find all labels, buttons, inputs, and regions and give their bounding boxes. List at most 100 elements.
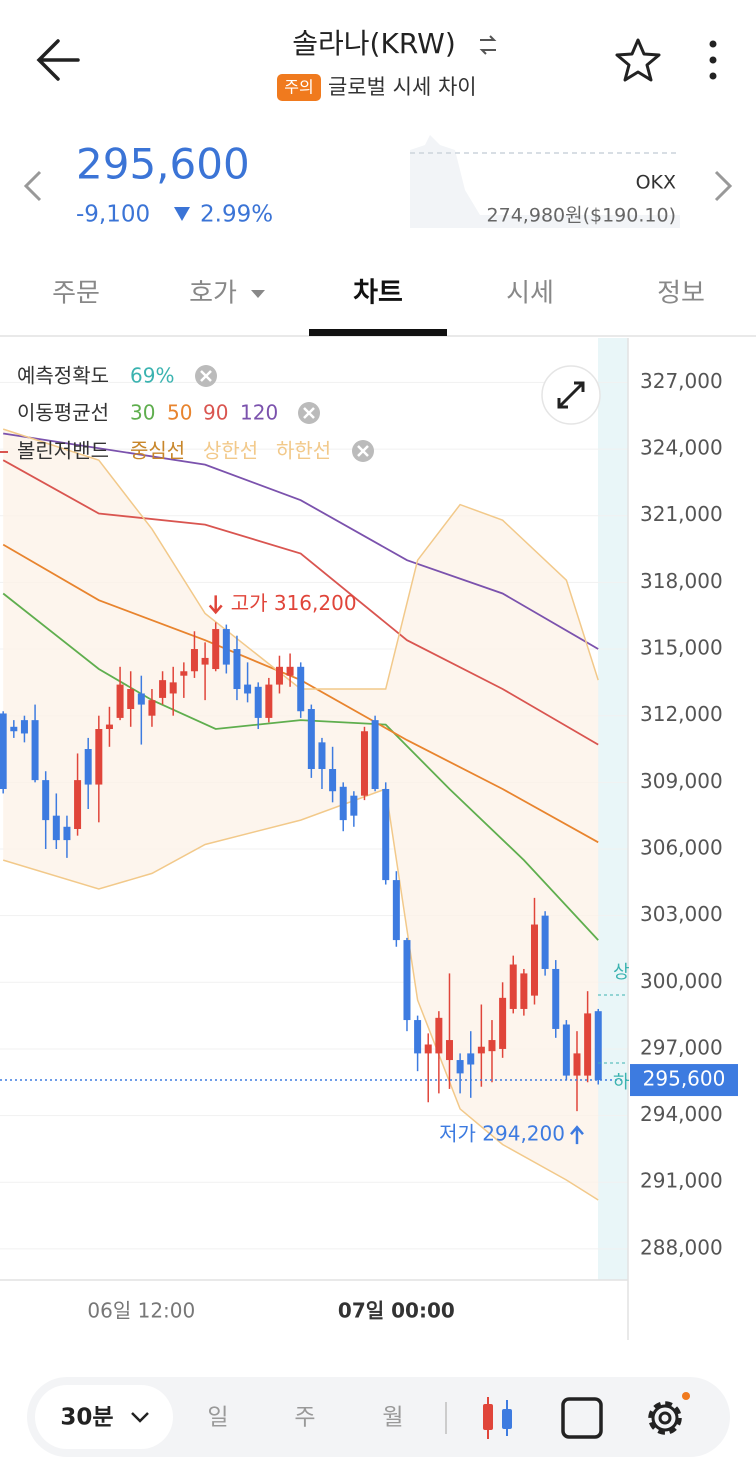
- badge-bg: [277, 74, 321, 101]
- candle-body: [84, 749, 92, 785]
- tab-active[interactable]: 차트: [353, 278, 403, 309]
- candle-body: [562, 1024, 570, 1076]
- legend-close[interactable]: [195, 365, 217, 387]
- prev-button[interactable]: [23, 170, 42, 202]
- legend-entry: 30: [130, 401, 155, 425]
- settings-button[interactable]: [648, 1392, 690, 1435]
- change-rate: 2.99%: [200, 202, 273, 228]
- next-button[interactable]: [714, 170, 733, 202]
- candle-body: [201, 657, 209, 665]
- swap-icon[interactable]: [479, 35, 497, 55]
- back-button[interactable]: [36, 39, 80, 81]
- y-tick-label: 315,000: [640, 636, 723, 660]
- subtitle[interactable]: 글로벌 시세 차이: [328, 75, 477, 99]
- annotation-arrow: [570, 1125, 584, 1145]
- candle-body: [222, 629, 230, 665]
- y-tick-label: 324,000: [640, 436, 723, 460]
- badge: 주의: [284, 78, 313, 97]
- candle-body: [20, 720, 28, 734]
- candle-body: [329, 769, 337, 792]
- y-tick-label: 288,000: [640, 1235, 723, 1259]
- band-line: [2, 428, 599, 690]
- candle-body: [318, 742, 326, 770]
- period[interactable]: 월: [382, 1405, 403, 1431]
- current-price-label: 295,600: [643, 1067, 726, 1091]
- candle-body: [105, 724, 113, 730]
- candle-body: [530, 924, 538, 996]
- candle-body: [541, 915, 549, 969]
- period[interactable]: 일: [207, 1405, 228, 1431]
- candle-body: [520, 973, 528, 1009]
- candle-body: [488, 1040, 496, 1052]
- legend-entry: 50: [167, 401, 192, 425]
- y-tick-label: 291,000: [640, 1169, 723, 1193]
- current-candle-highlight: [598, 338, 628, 1280]
- candle-body: [594, 1011, 602, 1081]
- legend-text: 이동평균선: [17, 401, 109, 425]
- candle-body: [52, 815, 60, 841]
- y-tick-label: 318,000: [640, 569, 723, 593]
- legend-close[interactable]: [298, 402, 320, 424]
- candle-body: [63, 826, 71, 841]
- interval[interactable]: 30분: [60, 1405, 113, 1431]
- x-tick-label: 07일 00:00: [338, 1299, 455, 1323]
- candle-type-button[interactable]: [483, 1397, 512, 1439]
- legend-entry: 90: [203, 401, 228, 425]
- tab[interactable]: 호가: [189, 279, 237, 309]
- candle-body: [233, 649, 241, 690]
- more-button[interactable]: [709, 40, 717, 80]
- candle-body: [275, 666, 283, 685]
- y-tick-label: 306,000: [640, 835, 723, 859]
- candle-body: [382, 789, 390, 881]
- interval-pill[interactable]: [35, 1385, 173, 1449]
- candle-body: [584, 1013, 592, 1076]
- down-triangle: [174, 207, 190, 221]
- y-tick-label: 312,000: [640, 702, 723, 726]
- tab-underline: [309, 329, 447, 336]
- annotation-arrow: [208, 595, 223, 615]
- legend-close[interactable]: [352, 440, 374, 462]
- candle-body: [435, 1017, 443, 1054]
- favorite-button[interactable]: [615, 38, 661, 82]
- x-tick-label: 06일 12:00: [87, 1299, 195, 1323]
- legend-entry: 상한선: [203, 439, 258, 463]
- current-price-box: [630, 1064, 738, 1097]
- candle-body: [180, 671, 188, 676]
- expand-button[interactable]: [541, 365, 601, 425]
- tab-dropdown-icon: [251, 290, 265, 298]
- y-tick-label: 297,000: [640, 1035, 723, 1059]
- candle-body: [297, 666, 305, 712]
- candle-body: [31, 720, 39, 781]
- title: 솔라나(KRW): [292, 27, 456, 60]
- chart: 고가 316,200 저가 294,200: [0, 381, 628, 1250]
- candle-body: [392, 880, 400, 941]
- legend-text: 볼린저밴드: [17, 439, 109, 463]
- price-change: -9,100: [76, 202, 150, 228]
- tab[interactable]: 시세: [506, 279, 554, 309]
- candle-body: [307, 709, 315, 770]
- drawing-button[interactable]: [561, 1397, 603, 1439]
- candle-body: [573, 1053, 581, 1076]
- candle-body: [350, 795, 358, 816]
- moving-average-line: [2, 459, 599, 746]
- legend-entry: 중심선: [130, 439, 185, 463]
- tab[interactable]: 주문: [52, 279, 100, 309]
- candle-body: [95, 729, 103, 785]
- candle-body: [212, 629, 220, 670]
- candle-body: [424, 1044, 432, 1054]
- candle-body: [371, 720, 379, 790]
- candle-body: [10, 726, 18, 732]
- candle-body: [265, 684, 273, 718]
- interval-dropdown: [131, 1412, 149, 1423]
- candle-body: [116, 684, 124, 718]
- candle-body: [509, 964, 517, 1009]
- tab[interactable]: 정보: [657, 279, 705, 309]
- legend-text: 예측정확도: [17, 364, 109, 388]
- legend-entry: 120: [240, 401, 278, 425]
- candle-body: [42, 780, 50, 821]
- candle-body: [244, 684, 252, 694]
- period[interactable]: 주: [294, 1405, 315, 1431]
- y-tick-label: 294,000: [640, 1102, 723, 1126]
